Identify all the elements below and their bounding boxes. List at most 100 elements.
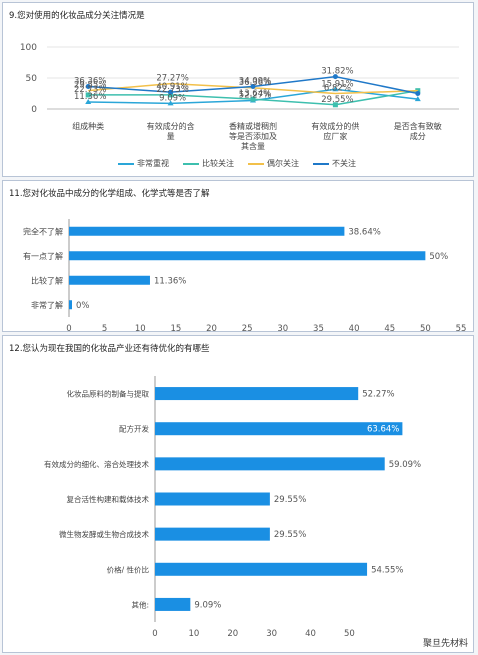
data-point — [415, 91, 421, 96]
x-tick-label: 10 — [135, 324, 146, 334]
x-tick-label: 35 — [313, 324, 324, 334]
category-label: 化妆品原料的制备与提取 — [67, 389, 150, 399]
data-label: 22.73% — [156, 85, 188, 95]
category-label: 完全不了解 — [23, 226, 63, 236]
data-label: 15.91% — [321, 79, 353, 89]
x-tick-label: 15 — [170, 324, 181, 334]
data-point — [167, 100, 174, 106]
watermark-text: 聚旦先材料 — [422, 639, 468, 649]
x-tick-label: 30 — [277, 324, 288, 334]
legend-swatch — [313, 162, 329, 165]
chart-legend: 非常重视 比较关注 偶尔关注 不关注 — [118, 158, 370, 169]
bar — [69, 226, 345, 236]
bar — [155, 527, 270, 541]
legend-swatch — [118, 162, 134, 165]
category-label: 其他: — [131, 599, 149, 609]
x-tick-label: 组成种类 — [72, 121, 104, 131]
x-tick-label: 10 — [188, 629, 199, 639]
data-point — [250, 96, 256, 102]
x-tick-label: 55 — [456, 324, 467, 334]
y-tick-label: 100 — [20, 43, 37, 53]
chart-panel-q11: 11.您对化妆品中成分的化学组成、化学式等是否了解 0 5 10 15 20 25 30 35… — [2, 180, 474, 334]
bar-chart: 0 5 10 15 20 25 30 35 40 45 50 55 完全不了解 38.64% 有一点了解 50… — [23, 219, 467, 334]
category-label: 比较了解 — [31, 275, 63, 285]
x-tick-label: 50 — [344, 629, 355, 639]
data-label: 0% — [76, 301, 90, 311]
data-label: 63.64% — [367, 425, 399, 435]
data-label: 11.36% — [154, 276, 186, 286]
data-point — [414, 96, 421, 102]
data-label: 36.36% — [239, 78, 271, 88]
data-label: 54.55% — [371, 565, 403, 575]
data-label: 29.55% — [321, 95, 353, 105]
category-label: 非常了解 — [31, 300, 63, 310]
x-tick-label: 应厂家 — [323, 131, 347, 141]
category-label: 有效成分的细化、溶合处理技术 — [44, 459, 149, 469]
x-tick-label: 20 — [227, 629, 238, 639]
category-label: 复合活性构建和载体技术 — [67, 494, 150, 504]
data-label: 50% — [429, 252, 448, 262]
bar-chart: 0 10 20 30 40 50 化妆品原料的制备与提取 52.27% 配方开发 63.64% 有效… — [44, 376, 421, 639]
chart-panel-q12: 12.您认为现在我国的化妆品产业还有待优化的有哪些 0 10 20 30 40 50 化妆品… — [2, 335, 474, 653]
data-label: 29.55% — [274, 495, 306, 505]
bar — [155, 492, 270, 506]
x-tick-label: 0 — [152, 629, 157, 639]
data-label: 11.36% — [74, 92, 106, 102]
x-tick-label: 50 — [420, 324, 431, 334]
x-tick-label: 5 — [102, 324, 107, 334]
data-label: 9.09% — [159, 93, 186, 103]
data-label: 13.64% — [239, 89, 271, 99]
data-label: 52.27% — [239, 91, 271, 101]
x-tick-label: 30 — [266, 629, 277, 639]
legend-label: 不关注 — [332, 159, 356, 168]
x-tick-label: 45 — [384, 324, 395, 334]
legend-swatch — [183, 162, 199, 165]
bar — [155, 457, 385, 471]
data-label: 6.82% — [324, 84, 351, 94]
x-tick-label: 是否含有致敏 — [394, 121, 442, 131]
bar — [69, 300, 72, 310]
x-tick-label: 有效成分的供 — [311, 121, 359, 131]
data-point — [85, 83, 91, 89]
category-label: 有一点了解 — [23, 251, 63, 261]
data-label: 29.55% — [74, 81, 106, 91]
data-point — [332, 74, 338, 80]
data-label: 31.82% — [321, 67, 353, 77]
chart-panel-q9: 9.您对使用的化妆品成分关注情况是 0 50 100 组成种类 有效成分的含量 香精或增稠… — [2, 2, 474, 177]
x-tick-label: 40 — [349, 324, 360, 334]
x-tick-label: 25 — [242, 324, 253, 334]
legend-label: 非常重视 — [137, 159, 169, 168]
data-label: 36.36% — [74, 76, 106, 86]
legend-item: 不关注 — [313, 158, 356, 169]
legend-item: 偶尔关注 — [248, 158, 299, 169]
bar — [69, 251, 426, 261]
data-label: 38.64% — [348, 227, 380, 237]
data-label: 22.73% — [74, 85, 106, 95]
legend-item: 比较关注 — [183, 158, 234, 169]
x-tick-label: 40 — [305, 629, 316, 639]
y-tick-label: 0 — [31, 105, 37, 115]
x-tick-label: 有效成分的含 — [147, 121, 195, 131]
legend-label: 偶尔关注 — [267, 159, 299, 168]
data-label: 59.09% — [389, 460, 421, 470]
data-point — [85, 92, 91, 98]
data-label: 9.09% — [194, 600, 221, 610]
legend-swatch — [248, 162, 264, 165]
data-label: 40.91% — [156, 82, 188, 92]
x-tick-label: 成分 — [410, 131, 426, 141]
category-label: 配方开发 — [119, 424, 149, 434]
data-point — [332, 86, 339, 92]
data-label: 29.55% — [274, 530, 306, 540]
x-tick-label: 量 — [167, 132, 175, 141]
data-point — [332, 102, 338, 108]
chart-title: 11.您对化妆品中成分的化学组成、化学式等是否了解 — [9, 189, 210, 199]
legend-item: 非常重视 — [118, 158, 169, 169]
chart-title: 12.您认为现在我国的化妆品产业还有待优化的有哪些 — [9, 344, 210, 354]
bar — [155, 597, 191, 611]
data-point — [85, 98, 92, 104]
data-label: 52.27% — [362, 390, 394, 400]
x-tick-label: 0 — [66, 324, 71, 334]
legend-label: 比较关注 — [202, 159, 234, 168]
data-point — [168, 92, 174, 98]
